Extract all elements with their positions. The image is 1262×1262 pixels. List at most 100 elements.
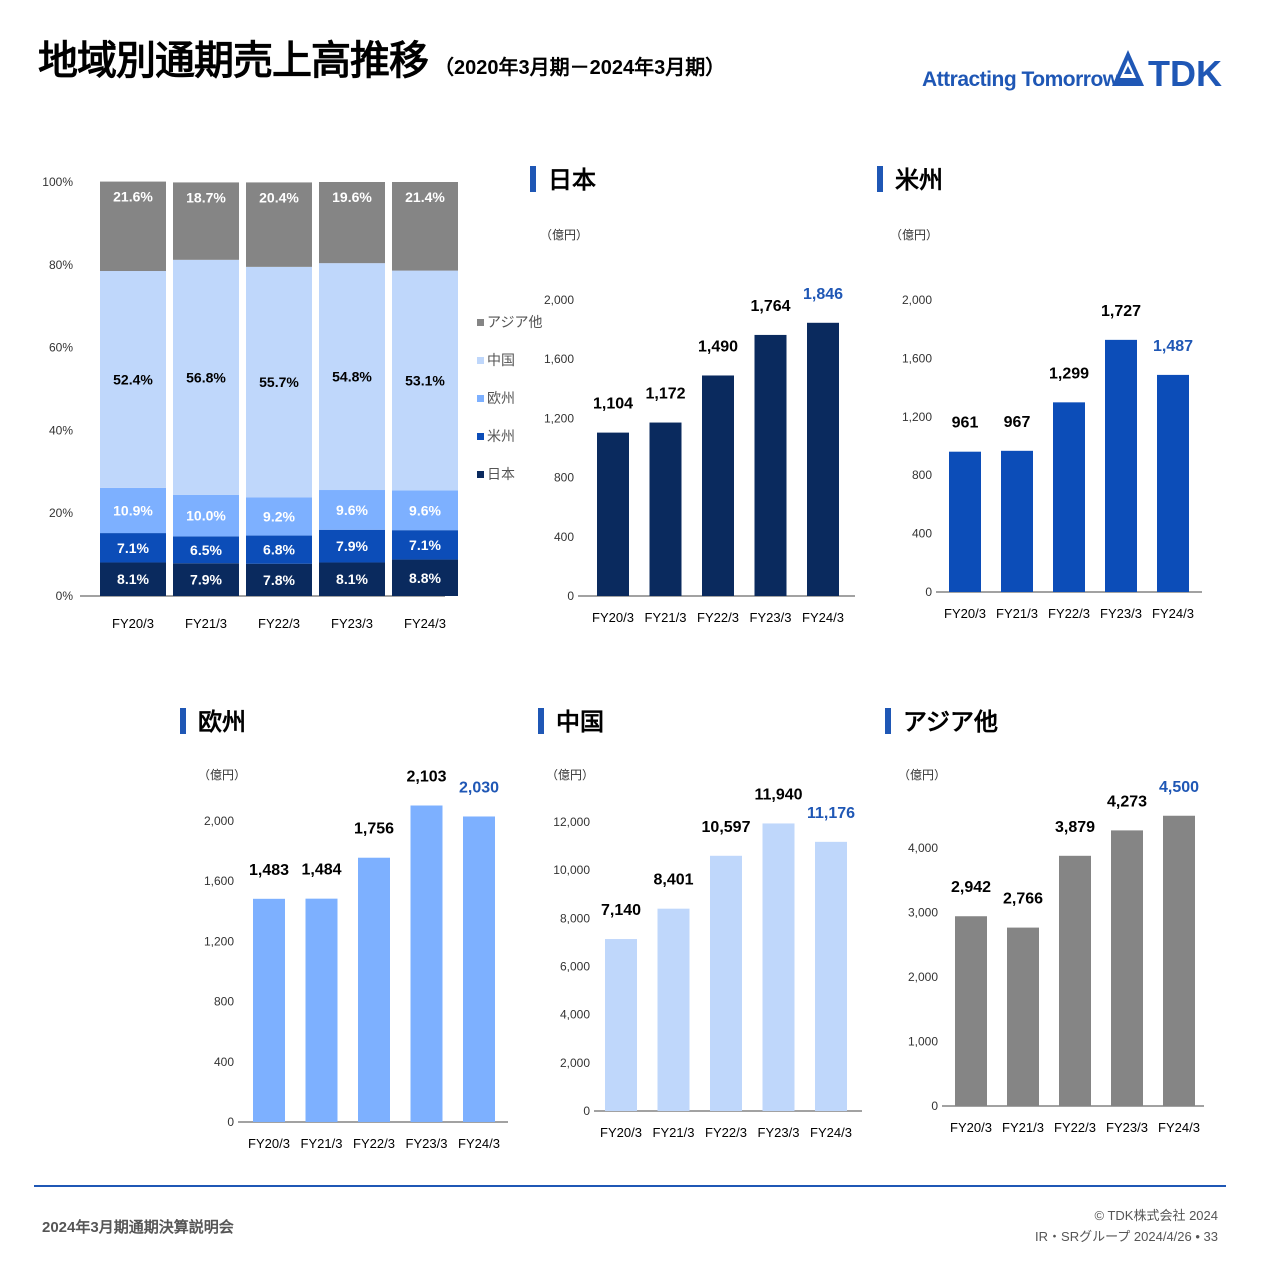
data-label: 9.2%: [263, 509, 295, 525]
legend-label: 日本: [487, 466, 515, 482]
bar: [710, 855, 742, 1111]
y-tick-label: 8,000: [560, 911, 590, 925]
y-tick-label: 1,000: [908, 1035, 938, 1049]
data-label: 11,940: [754, 786, 802, 803]
bar: [358, 857, 390, 1122]
y-tick-label: 0: [931, 1099, 938, 1113]
y-tick-label: 2,000: [908, 970, 938, 984]
stacked-bar-segment: [100, 533, 166, 563]
stacked-bar-segment: [173, 536, 239, 564]
stacked-bar-segment: [392, 559, 458, 596]
tdk-logo-text: TDK: [1148, 53, 1222, 94]
data-label: 2,942: [951, 879, 991, 896]
bar: [949, 451, 981, 592]
y-tick-label: 0: [583, 1104, 590, 1118]
data-label: 11,176: [807, 805, 855, 822]
panel-title-europe-text: 欧州: [198, 709, 246, 736]
stacked-bar-segment: [173, 182, 239, 260]
x-tick-label: FY24/3: [802, 610, 844, 625]
bar: [657, 908, 690, 1111]
bar: [754, 334, 787, 596]
data-label: 1,487: [1153, 338, 1193, 355]
panel-title-americas: 米州: [877, 160, 943, 195]
stacked-bar-segment: [392, 530, 458, 560]
stacked-bar-segment: [392, 270, 458, 491]
y-tick-label: 100%: [42, 175, 73, 189]
y-tick-label: 12,000: [553, 815, 590, 829]
bar: [702, 375, 734, 596]
data-label: 1,764: [750, 298, 790, 315]
y-tick-label: 0: [567, 589, 574, 603]
bar: [1053, 402, 1085, 592]
bar: [605, 939, 637, 1111]
data-label: 54.8%: [332, 369, 372, 385]
data-label: 18.7%: [186, 189, 226, 205]
stacked-bar-segment: [173, 494, 239, 537]
data-label: 10.0%: [186, 508, 226, 524]
data-label: 7.1%: [409, 537, 441, 553]
panel-title-japan-text: 日本: [548, 167, 596, 194]
x-tick-label: FY21/3: [185, 616, 227, 631]
unit-label-europe: （億円）: [198, 768, 247, 782]
y-tick-label: 4,000: [908, 841, 938, 855]
y-tick-label: 2,000: [560, 1056, 590, 1070]
data-label: 7.9%: [190, 572, 222, 588]
data-label: 961: [952, 415, 979, 432]
y-tick-label: 400: [554, 530, 574, 544]
data-label: 8.1%: [336, 571, 368, 587]
panel-title-asia-other-text: アジア他: [903, 709, 999, 736]
stacked-bar-segment: [100, 181, 166, 272]
stacked-bar-segment: [246, 266, 312, 498]
x-tick-label: FY20/3: [248, 1136, 290, 1151]
bar: [1157, 374, 1189, 592]
y-tick-label: 80%: [49, 258, 73, 272]
legend-label: 欧州: [487, 390, 515, 406]
panel-title-china: 中国: [538, 702, 604, 737]
stacked-bar-segment: [246, 497, 312, 536]
stacked-bar-segment: [246, 535, 312, 564]
page-subtitle: （2020年3月期－2024年3月期）: [434, 57, 726, 79]
bar: [807, 322, 839, 596]
panel-title-asia-other: アジア他: [885, 702, 998, 737]
x-tick-label: FY20/3: [950, 1120, 992, 1135]
bar: [410, 805, 443, 1122]
panel-marker: [538, 708, 544, 734]
tdk-emblem-icon: [1112, 50, 1144, 86]
x-tick-label: FY22/3: [1054, 1120, 1096, 1135]
x-tick-label: FY20/3: [944, 606, 986, 621]
x-tick-label: FY24/3: [404, 616, 446, 631]
stacked-bar-segment: [100, 487, 166, 534]
data-label: 52.4%: [113, 371, 153, 387]
stacked-bar-segment: [319, 529, 385, 563]
x-tick-label: FY20/3: [112, 616, 154, 631]
stacked-bar-segment: [319, 263, 385, 491]
x-tick-label: FY22/3: [258, 616, 300, 631]
y-tick-label: 2,000: [902, 293, 932, 307]
page-title: 地域別通期売上高推移 （2020年3月期－2024年3月期）: [38, 28, 725, 86]
bar: [305, 898, 338, 1122]
data-label: 1,846: [803, 286, 843, 303]
legend-swatch: [477, 433, 484, 440]
data-label: 19.6%: [332, 189, 372, 205]
panel-title-japan: 日本: [530, 160, 596, 195]
data-label: 1,756: [354, 821, 394, 838]
data-label: 53.1%: [405, 373, 445, 389]
y-tick-label: 400: [912, 527, 932, 541]
y-tick-label: 4,000: [560, 1008, 590, 1022]
bar: [253, 898, 285, 1122]
x-tick-label: FY21/3: [653, 1125, 695, 1140]
stacked-bar-segment: [173, 259, 239, 495]
bar: [597, 432, 629, 596]
bar: [1059, 855, 1091, 1106]
legend-swatch: [477, 319, 484, 326]
x-tick-label: FY21/3: [645, 610, 687, 625]
y-tick-label: 1,600: [544, 352, 574, 366]
stacked-bar-segment: [392, 182, 458, 271]
footer-info: © TDK株式会社 2024 IR・SRグループ 2024/4/26 • 33: [1035, 1205, 1218, 1247]
x-tick-label: FY21/3: [301, 1136, 343, 1151]
y-tick-label: 1,200: [902, 410, 932, 424]
legend-label: 中国: [487, 352, 515, 368]
x-tick-label: FY24/3: [810, 1125, 852, 1140]
y-tick-label: 0: [227, 1115, 234, 1129]
